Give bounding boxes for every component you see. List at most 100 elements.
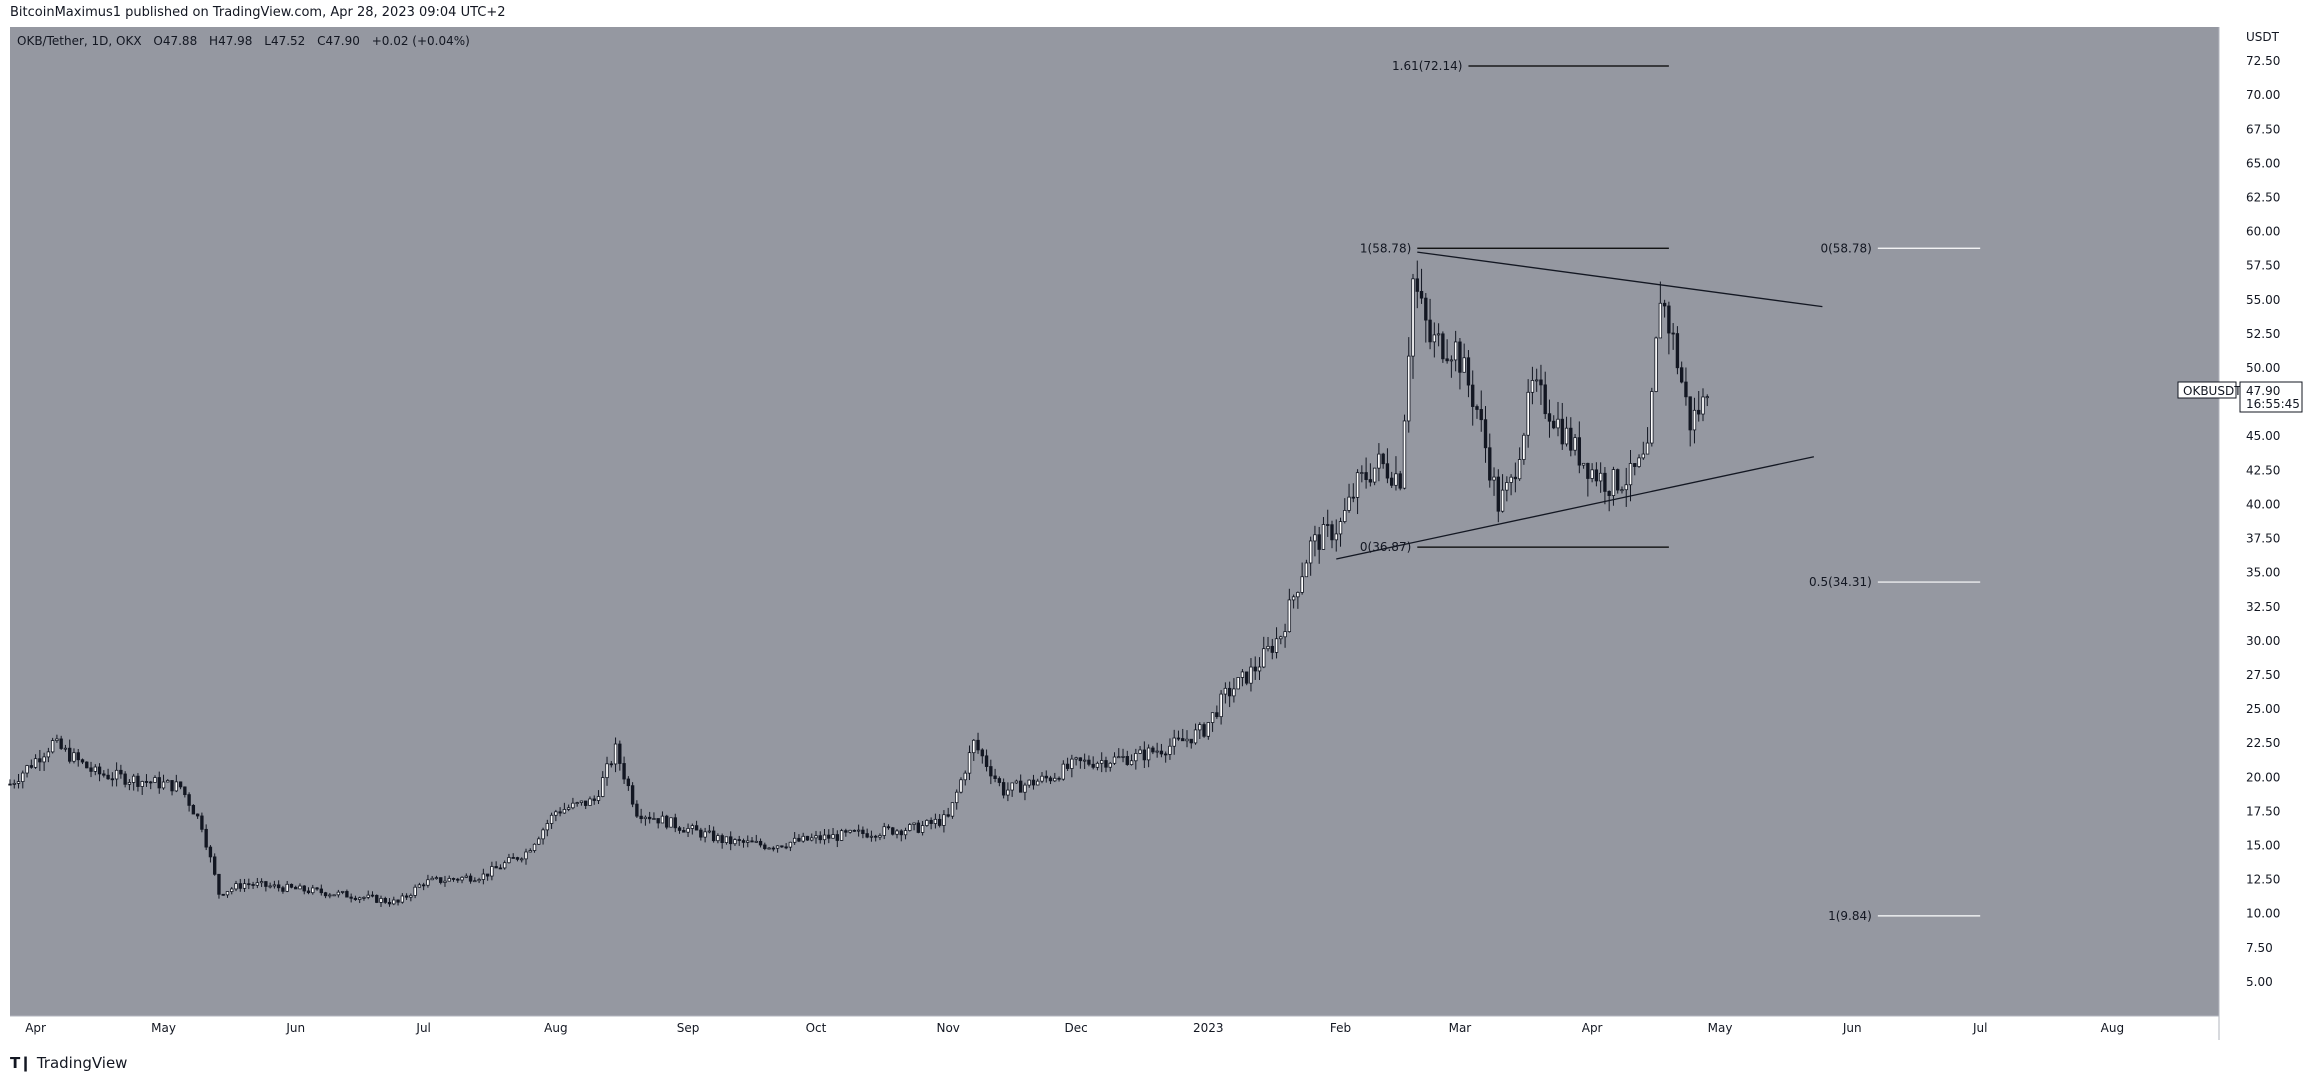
candle-body — [532, 843, 537, 851]
candle-body — [187, 794, 191, 806]
candle-body — [1462, 357, 1466, 373]
candle-body — [831, 834, 835, 839]
candle-body — [780, 845, 784, 848]
candle-body — [997, 778, 1002, 783]
candle-body — [584, 800, 588, 806]
candle-body — [1671, 332, 1675, 335]
candle-body — [264, 881, 268, 887]
candle-body — [225, 891, 230, 896]
candle-body — [592, 798, 596, 801]
price-axis-tick: 5.00 — [2246, 975, 2273, 989]
candle-body — [234, 883, 238, 890]
fib-level-label: 0.5(34.31) — [1809, 575, 1872, 589]
candle-body — [149, 781, 153, 784]
candle-body — [1650, 391, 1654, 444]
candle-body — [144, 781, 149, 783]
fib-level-label: 1(58.78) — [1360, 241, 1411, 255]
candle-body — [230, 888, 234, 892]
candle-body — [925, 819, 929, 826]
legend-high-value: 47.98 — [218, 34, 252, 48]
upper-trendline[interactable] — [1417, 251, 1823, 308]
candle-body — [1432, 334, 1437, 343]
candle-body — [1662, 302, 1667, 307]
candle-body — [1667, 305, 1671, 334]
candle-body — [114, 769, 119, 780]
candle-body — [1300, 576, 1304, 593]
time-axis-background — [10, 1016, 2219, 1040]
candle-body — [1645, 442, 1650, 455]
candle-body — [1053, 777, 1057, 782]
candle-body — [456, 878, 460, 881]
candle-body — [157, 777, 161, 789]
candle-body — [1616, 469, 1620, 491]
candle-body — [656, 818, 660, 824]
symbol-tag-label: OKBUSDT — [2183, 384, 2242, 398]
candle-body — [515, 857, 520, 860]
candle-body — [421, 884, 426, 887]
candle-body — [677, 827, 682, 831]
candle-body — [242, 883, 247, 889]
candle-body — [1611, 469, 1616, 496]
candle-body — [716, 835, 720, 842]
time-axis-tick: Oct — [806, 1021, 827, 1035]
candle-body — [908, 824, 912, 831]
candle-body — [878, 835, 882, 838]
candle-body — [1036, 780, 1040, 786]
candle-body — [507, 857, 511, 864]
candle-body — [298, 885, 302, 890]
time-axis-tick: Apr — [1582, 1021, 1603, 1035]
tradingview-brand[interactable]: TradingView — [36, 1054, 128, 1072]
candle-body — [571, 802, 575, 809]
candle-body — [1675, 333, 1680, 369]
candle-body — [1492, 476, 1496, 481]
candle-body — [1594, 469, 1599, 482]
time-axis-tick: Aug — [2101, 1021, 2124, 1035]
candle-body — [1274, 638, 1279, 653]
legend-open-label: O — [153, 34, 162, 48]
candle-body — [93, 766, 97, 772]
legend-change: +0.02 (+0.04%) — [372, 34, 470, 48]
candle-body — [353, 897, 358, 900]
candle-body — [392, 899, 396, 905]
candle-body — [1624, 484, 1628, 491]
candle-body — [541, 829, 545, 840]
candle-body — [818, 835, 822, 841]
candle-body — [537, 838, 541, 845]
candle-body — [1163, 753, 1168, 756]
candle-body — [1279, 636, 1283, 640]
candle-body — [771, 847, 776, 850]
candle-body — [886, 826, 891, 829]
lower-trendline[interactable] — [1336, 456, 1815, 560]
candle-body — [579, 800, 584, 803]
candle-body — [319, 888, 323, 894]
candle-body — [55, 738, 59, 741]
candle-body — [1283, 631, 1287, 638]
legend-high-label: H — [209, 34, 218, 48]
candle-body — [1202, 724, 1206, 737]
candle-body — [1262, 648, 1266, 668]
price-axis-tick: 32.50 — [2246, 600, 2280, 614]
candle-body — [1436, 333, 1441, 336]
candle-body — [673, 817, 677, 829]
candle-body — [626, 778, 631, 787]
candle-body — [1586, 462, 1590, 479]
candle-body — [1155, 750, 1159, 753]
price-axis[interactable]: 5.00 7.50 10.00 12.50 15.00 17.50 20.00 22.50 25… — [2246, 54, 2280, 989]
candle-body — [1091, 763, 1095, 768]
candle-body — [1394, 473, 1398, 486]
candle-body — [106, 774, 110, 780]
candle-body — [12, 782, 16, 785]
candle-body — [682, 830, 686, 833]
time-axis-tick: May — [1708, 1021, 1733, 1035]
candle-body — [1074, 757, 1078, 760]
candle-body — [724, 836, 729, 844]
time-axis[interactable]: Apr May Jun Jul Aug Sep Oct Nov Dec 2023 Feb Mar Apr… — [25, 1021, 2124, 1035]
symbol-price-tag[interactable]: OKBUSDT 47.90 16:55:45 — [2177, 381, 2303, 413]
candle-body — [686, 828, 690, 833]
candle-body — [1381, 453, 1385, 465]
candle-body — [558, 811, 562, 814]
candle-body — [1236, 677, 1240, 690]
candle-body — [669, 817, 673, 828]
